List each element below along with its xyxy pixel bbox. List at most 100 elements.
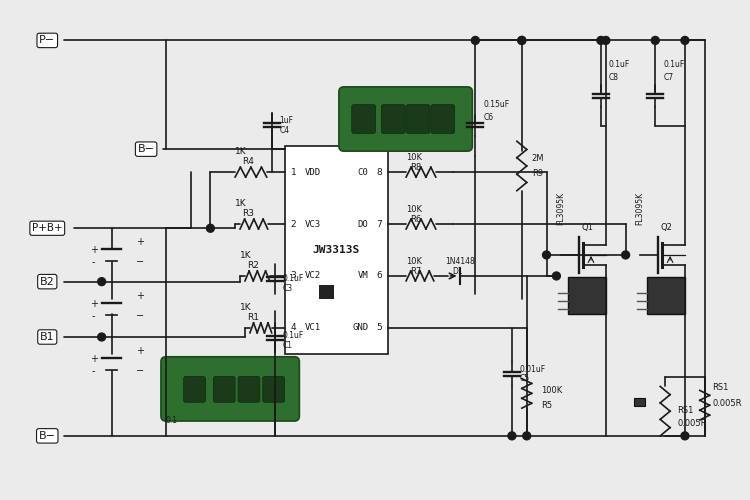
Text: 1uF: 1uF: [280, 116, 293, 124]
Text: R6: R6: [410, 215, 422, 224]
Text: 0.1: 0.1: [166, 416, 178, 425]
Text: VDD: VDD: [304, 168, 320, 176]
Text: +: +: [136, 237, 144, 247]
FancyBboxPatch shape: [568, 276, 606, 314]
FancyBboxPatch shape: [161, 357, 299, 421]
Text: 0.01uF: 0.01uF: [520, 364, 546, 374]
Text: 0.1uF: 0.1uF: [283, 274, 304, 283]
Text: 1K: 1K: [240, 303, 252, 312]
Text: −: −: [136, 257, 144, 267]
Text: 8: 8: [376, 168, 382, 176]
Text: RS1: RS1: [712, 384, 729, 392]
Text: R1: R1: [247, 313, 259, 322]
Circle shape: [98, 333, 106, 341]
Text: -: -: [92, 366, 95, 376]
Text: 2M: 2M: [532, 154, 544, 163]
Text: R9: R9: [532, 169, 543, 178]
Text: RS1: RS1: [677, 406, 694, 415]
Text: B−: B−: [138, 144, 154, 154]
Text: R7: R7: [410, 267, 422, 276]
Text: 10K: 10K: [406, 205, 422, 214]
Text: R8: R8: [410, 163, 422, 172]
Circle shape: [98, 278, 106, 285]
Text: Q1: Q1: [581, 223, 593, 232]
Text: VC1: VC1: [304, 324, 320, 332]
FancyBboxPatch shape: [352, 104, 376, 134]
Text: +: +: [90, 245, 98, 255]
Circle shape: [597, 36, 604, 44]
Text: −: −: [136, 366, 144, 376]
FancyBboxPatch shape: [430, 104, 454, 134]
Text: C5: C5: [520, 374, 530, 384]
Text: C0: C0: [358, 168, 368, 176]
Text: 0.005R: 0.005R: [712, 399, 742, 408]
Text: VC2: VC2: [304, 272, 320, 280]
Text: C4: C4: [280, 126, 290, 134]
Circle shape: [508, 432, 516, 440]
Text: DO: DO: [358, 220, 368, 228]
Circle shape: [523, 432, 531, 440]
Text: 10K: 10K: [406, 257, 422, 266]
FancyBboxPatch shape: [382, 104, 405, 134]
Text: B1: B1: [40, 332, 55, 342]
Text: 1: 1: [290, 168, 296, 176]
Text: +: +: [136, 292, 144, 302]
Text: +: +: [136, 346, 144, 356]
Text: FL3095K: FL3095K: [556, 192, 566, 226]
Text: GND: GND: [352, 324, 368, 332]
FancyBboxPatch shape: [634, 398, 646, 406]
Circle shape: [518, 36, 526, 44]
FancyBboxPatch shape: [213, 376, 235, 402]
Text: 0.1uF: 0.1uF: [663, 60, 685, 69]
Text: 4: 4: [290, 324, 296, 332]
Text: JW3313S: JW3313S: [313, 245, 360, 255]
Text: R4: R4: [242, 157, 254, 166]
FancyBboxPatch shape: [284, 146, 388, 354]
Text: 100K: 100K: [542, 386, 562, 396]
Text: R2: R2: [247, 261, 259, 270]
Text: C1: C1: [283, 340, 292, 349]
Text: 5: 5: [376, 324, 382, 332]
Text: 10K: 10K: [406, 154, 422, 162]
Text: P+B+: P+B+: [32, 224, 62, 234]
Circle shape: [602, 36, 610, 44]
Text: 1K: 1K: [240, 251, 252, 260]
Text: +: +: [90, 354, 98, 364]
Text: 7: 7: [376, 220, 382, 228]
Text: R3: R3: [242, 209, 254, 218]
Text: 0.1uF: 0.1uF: [283, 330, 304, 340]
Text: 0.15uF: 0.15uF: [483, 100, 509, 108]
Text: R5: R5: [542, 401, 553, 410]
Text: C7: C7: [663, 73, 674, 82]
Circle shape: [542, 251, 550, 259]
Text: 6: 6: [376, 272, 382, 280]
Circle shape: [553, 272, 560, 280]
Text: 1K: 1K: [235, 200, 247, 208]
Circle shape: [681, 432, 688, 440]
Text: 3: 3: [290, 272, 296, 280]
Text: D1: D1: [452, 267, 464, 276]
Text: +: +: [90, 300, 98, 310]
Text: B−: B−: [39, 431, 56, 441]
Text: 0.1uF: 0.1uF: [609, 60, 630, 69]
Text: 1K: 1K: [235, 148, 247, 156]
Text: 2: 2: [290, 220, 296, 228]
Text: 1N4148: 1N4148: [446, 257, 476, 266]
Circle shape: [651, 36, 659, 44]
Text: -: -: [92, 257, 95, 267]
Text: VC3: VC3: [304, 220, 320, 228]
Text: −: −: [136, 311, 144, 321]
Circle shape: [681, 36, 688, 44]
Text: -: -: [92, 311, 95, 321]
Text: C8: C8: [609, 73, 619, 82]
FancyBboxPatch shape: [647, 276, 685, 314]
Text: 0.005R: 0.005R: [677, 419, 706, 428]
Text: VM: VM: [358, 272, 368, 280]
Circle shape: [518, 36, 526, 44]
Text: B2: B2: [40, 276, 55, 286]
FancyBboxPatch shape: [238, 376, 260, 402]
Circle shape: [206, 224, 214, 232]
Circle shape: [622, 251, 629, 259]
Text: FL3095K: FL3095K: [635, 192, 644, 226]
Text: C6: C6: [483, 112, 494, 122]
